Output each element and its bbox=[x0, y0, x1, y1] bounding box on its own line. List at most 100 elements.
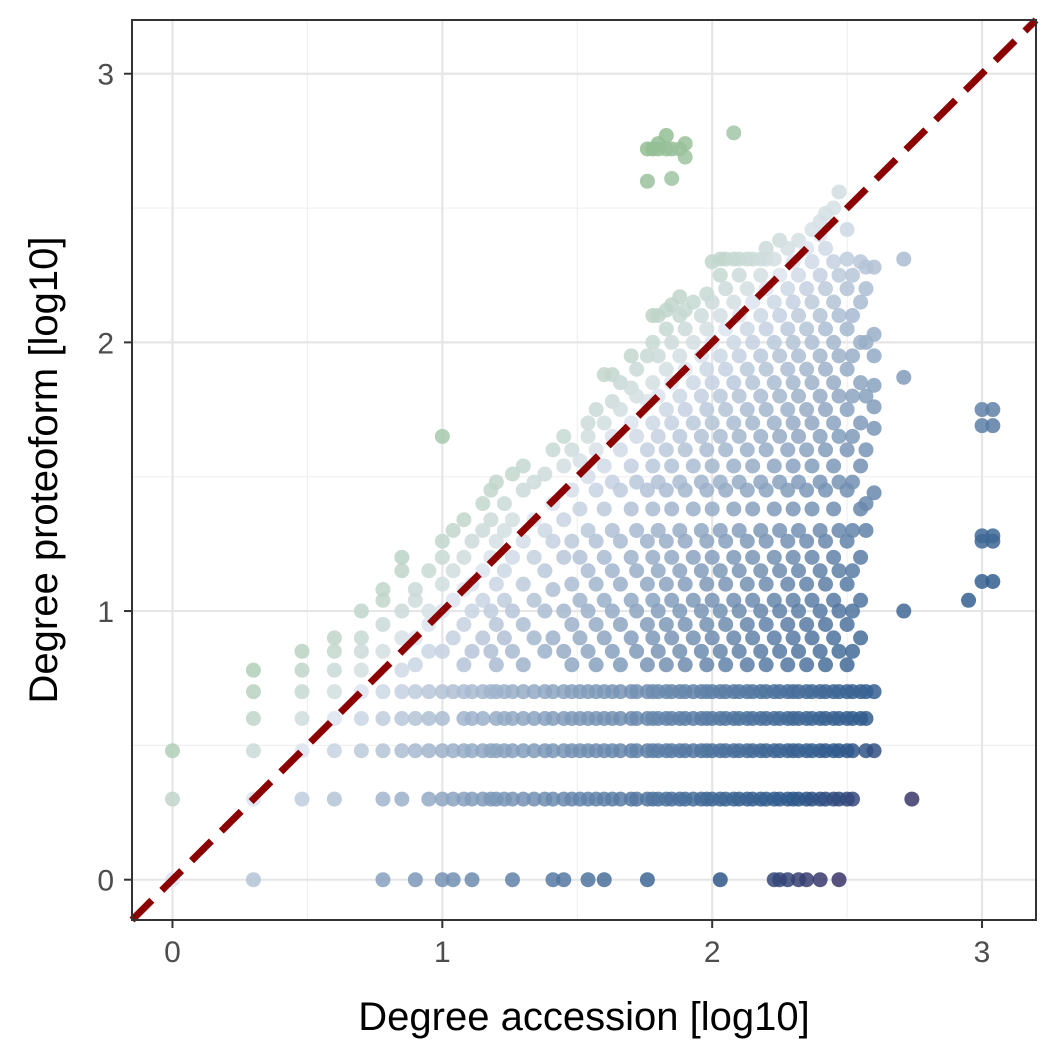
scatter-point bbox=[672, 603, 688, 619]
scatter-point bbox=[456, 512, 472, 528]
scatter-point bbox=[580, 563, 596, 579]
scatter-point bbox=[718, 657, 734, 673]
scatter-point bbox=[799, 321, 815, 337]
scatter-point bbox=[866, 377, 882, 393]
scatter-point bbox=[804, 592, 820, 608]
scatter-point bbox=[629, 522, 645, 538]
scatter-point bbox=[699, 482, 715, 498]
scatter-point bbox=[580, 428, 596, 444]
scatter-point bbox=[799, 281, 815, 297]
scatter-point bbox=[791, 308, 807, 324]
scatter-point bbox=[826, 375, 842, 391]
scatter-point bbox=[739, 442, 755, 458]
scatter-point bbox=[496, 563, 512, 579]
scatter-point bbox=[604, 563, 620, 579]
scatter-point bbox=[612, 533, 628, 549]
scatter-point bbox=[375, 791, 391, 807]
scatter-point bbox=[780, 402, 796, 418]
scatter-point bbox=[526, 791, 542, 807]
scatter-point bbox=[739, 281, 755, 297]
scatter-point bbox=[699, 533, 715, 549]
scatter-point bbox=[488, 657, 504, 673]
scatter-point bbox=[504, 743, 520, 759]
scatter-point bbox=[745, 334, 761, 350]
scatter-point bbox=[718, 616, 734, 632]
scatter-point bbox=[645, 458, 661, 474]
scatter-point bbox=[704, 294, 720, 310]
scatter-point bbox=[745, 375, 761, 391]
scatter-point bbox=[545, 533, 561, 549]
scatter-point bbox=[537, 466, 553, 482]
scatter-point bbox=[812, 388, 828, 404]
scatter-point bbox=[504, 643, 520, 659]
scatter-point bbox=[826, 200, 842, 216]
scatter-point bbox=[629, 361, 645, 377]
scatter-point bbox=[772, 643, 788, 659]
scatter-point bbox=[704, 415, 720, 431]
scatter-point bbox=[394, 662, 410, 678]
scatter-point bbox=[375, 743, 391, 759]
scatter-point bbox=[545, 872, 561, 888]
scatter-point bbox=[294, 662, 310, 678]
scatter-point bbox=[826, 549, 842, 565]
scatter-point bbox=[658, 576, 674, 592]
scatter-point bbox=[245, 711, 261, 727]
scatter-point bbox=[831, 563, 847, 579]
scatter-point bbox=[664, 549, 680, 565]
y-tick-label: 3 bbox=[97, 59, 114, 92]
scatter-point bbox=[421, 643, 437, 659]
scatter-point bbox=[629, 711, 645, 727]
scatter-point bbox=[766, 549, 782, 565]
scatter-point bbox=[818, 361, 834, 377]
scatter-point bbox=[753, 348, 769, 364]
scatter-point bbox=[515, 791, 531, 807]
scatter-point bbox=[693, 643, 709, 659]
scatter-point bbox=[839, 576, 855, 592]
scatter-point bbox=[753, 563, 769, 579]
scatter-point bbox=[375, 711, 391, 727]
scatter-point bbox=[766, 334, 782, 350]
scatter-point bbox=[685, 630, 701, 646]
scatter-point bbox=[772, 522, 788, 538]
scatter-point bbox=[804, 501, 820, 517]
scatter-point bbox=[804, 375, 820, 391]
scatter-point bbox=[726, 415, 742, 431]
scatter-point bbox=[580, 522, 596, 538]
scatter-point bbox=[731, 563, 747, 579]
scatter-point bbox=[580, 415, 596, 431]
scatter-point bbox=[718, 402, 734, 418]
scatter-point bbox=[526, 711, 542, 727]
scatter-point bbox=[496, 630, 512, 646]
scatter-point bbox=[658, 442, 674, 458]
scatter-point bbox=[826, 415, 842, 431]
scatter-point bbox=[545, 711, 561, 727]
scatter-point bbox=[645, 630, 661, 646]
scatter-point bbox=[766, 501, 782, 517]
scatter-point bbox=[650, 643, 666, 659]
scatter-point bbox=[866, 743, 882, 759]
scatter-point bbox=[758, 321, 774, 337]
scatter-point bbox=[896, 251, 912, 267]
scatter-point bbox=[818, 442, 834, 458]
scatter-point bbox=[394, 743, 410, 759]
scatter-point bbox=[826, 334, 842, 350]
scatter-point bbox=[804, 630, 820, 646]
scatter-point bbox=[839, 442, 855, 458]
scatter-point bbox=[483, 643, 499, 659]
scatter-point bbox=[612, 576, 628, 592]
scatter-point bbox=[434, 684, 450, 700]
scatter-point bbox=[353, 711, 369, 727]
scatter-point bbox=[629, 474, 645, 490]
scatter-point bbox=[845, 522, 861, 538]
scatter-point bbox=[704, 630, 720, 646]
scatter-point bbox=[853, 458, 869, 474]
scatter-point bbox=[572, 549, 588, 565]
x-tick-label: 3 bbox=[974, 936, 991, 969]
scatter-point bbox=[845, 348, 861, 364]
scatter-point bbox=[812, 643, 828, 659]
scatter-point bbox=[612, 657, 628, 673]
scatter-point bbox=[858, 388, 874, 404]
y-tick-label: 2 bbox=[97, 327, 114, 360]
scatter-point bbox=[739, 321, 755, 337]
scatter-point bbox=[739, 657, 755, 673]
